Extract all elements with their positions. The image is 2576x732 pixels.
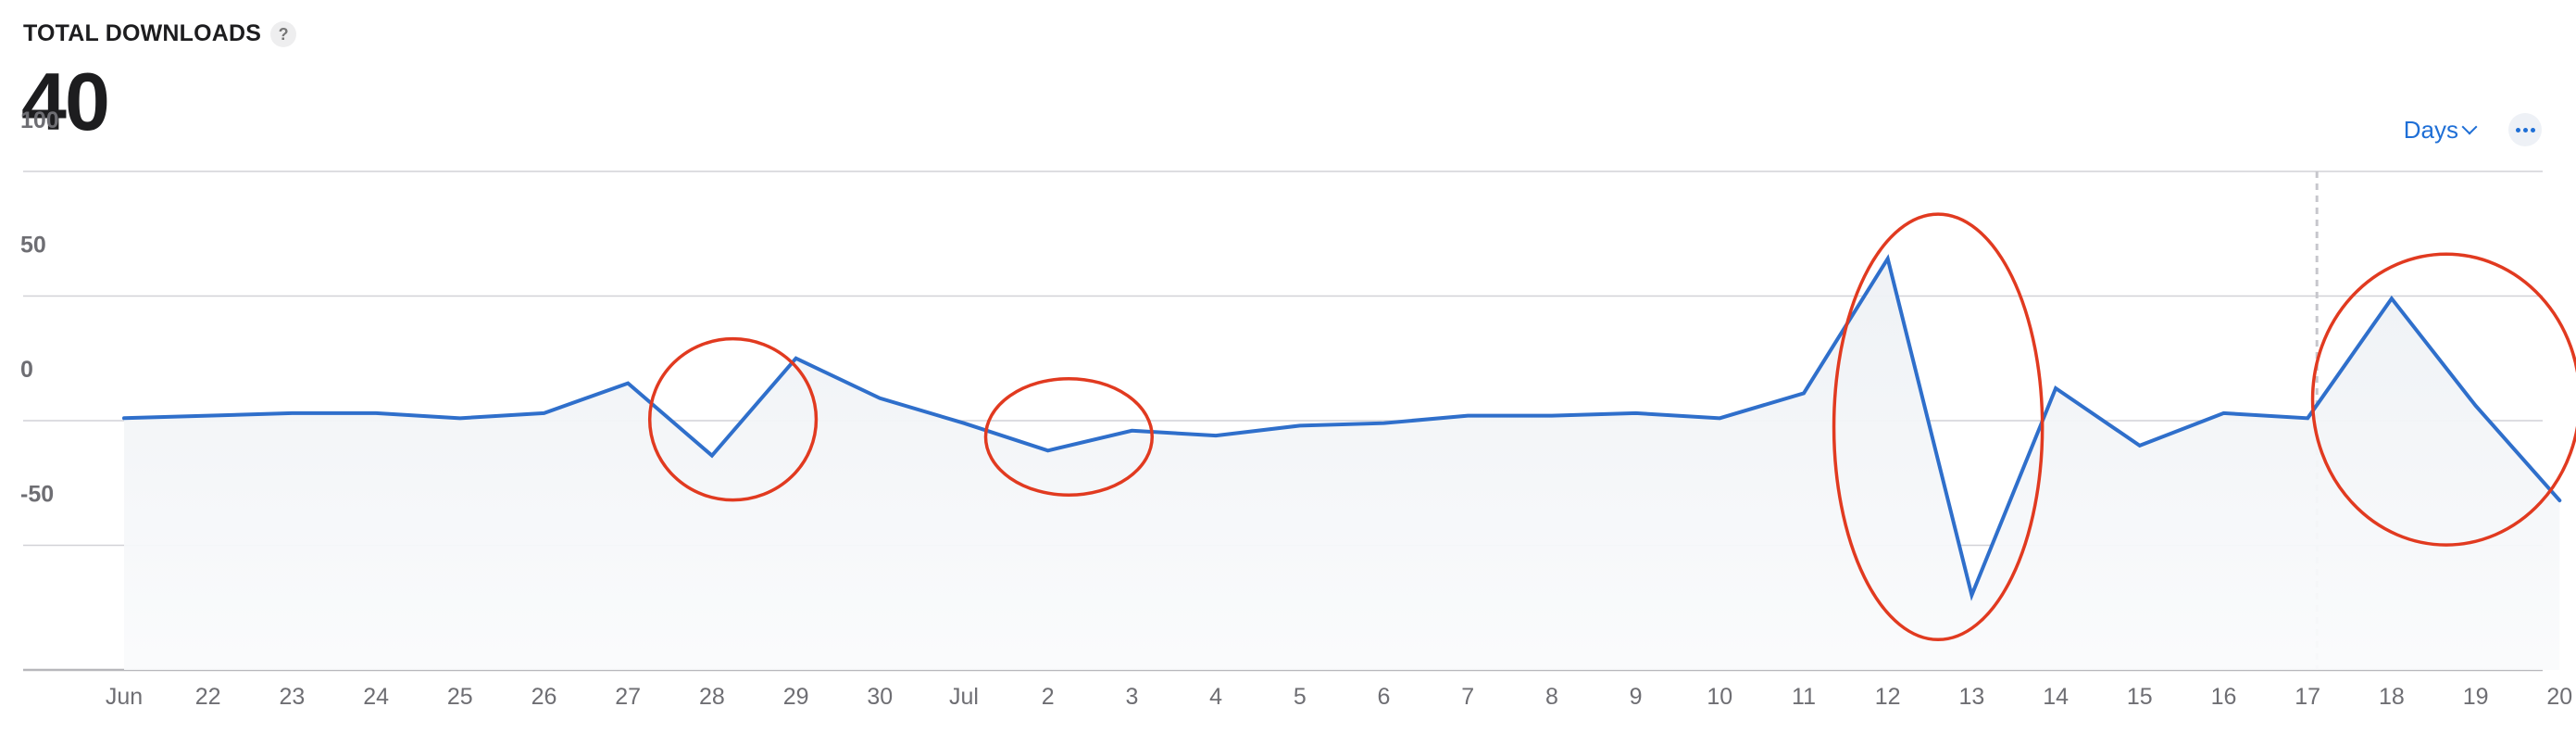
period-dropdown-button[interactable]: Days xyxy=(2403,115,2478,145)
more-dots-icon[interactable] xyxy=(2508,113,2542,146)
x-tick-label: 4 xyxy=(1209,684,1222,710)
x-tick-label: 23 xyxy=(279,684,305,710)
x-tick-label: 22 xyxy=(195,684,221,710)
x-tick-label: 13 xyxy=(1958,684,1984,710)
highlight-ellipse xyxy=(647,336,819,502)
x-tick-label: 14 xyxy=(2043,684,2069,710)
total-downloads-value: 40 xyxy=(21,56,110,147)
x-tick-label: 3 xyxy=(1125,684,1138,710)
chart-title: TOTAL DOWNLOADS xyxy=(23,20,262,46)
x-tick-label: 8 xyxy=(1545,684,1558,710)
x-tick-label: 25 xyxy=(447,684,473,710)
series-area xyxy=(124,259,2560,670)
question-mark-icon[interactable]: ? xyxy=(270,20,297,47)
x-tick-label: 2 xyxy=(1042,684,1055,710)
highlight-ellipse xyxy=(983,376,1155,498)
y-tick-label: 0 xyxy=(20,357,33,383)
y-tick-label: -50 xyxy=(20,482,54,508)
more-dot xyxy=(2515,127,2520,133)
x-tick-label: 7 xyxy=(1461,684,1474,710)
period-dropdown-label: Days xyxy=(2403,115,2458,144)
x-tick-label: 6 xyxy=(1378,684,1391,710)
x-tick-label: 26 xyxy=(531,684,557,710)
title-row: TOTAL DOWNLOADS ? xyxy=(23,20,2551,47)
y-tick-label: 50 xyxy=(20,233,46,259)
x-tick-label: 12 xyxy=(1875,684,1901,710)
more-dot xyxy=(2522,127,2528,133)
y-tick-label: 100 xyxy=(20,107,59,133)
x-tick-label: 9 xyxy=(1630,684,1643,710)
x-tick-label: 10 xyxy=(1707,684,1732,710)
downloads-series-line xyxy=(122,254,2562,601)
x-tick-label: 30 xyxy=(867,684,893,710)
x-tick-label: 5 xyxy=(1294,684,1307,710)
highlight-ellipse xyxy=(2310,252,2576,547)
x-tick-label: 17 xyxy=(2295,684,2320,710)
chart-controls: Days xyxy=(2404,113,2542,146)
x-tick-label: 19 xyxy=(2463,684,2489,710)
chart-header: TOTAL DOWNLOADS ? 40 Days xyxy=(21,20,2551,169)
x-tick-label: 20 xyxy=(2546,684,2572,710)
x-tick-label: 27 xyxy=(615,684,641,710)
x-tick-label: 24 xyxy=(363,684,389,710)
x-tick-label: Jun xyxy=(106,684,143,710)
highlight-ellipse xyxy=(1832,212,2045,642)
x-tick-label: 11 xyxy=(1792,684,1816,710)
x-tick-label: Jul xyxy=(949,684,979,710)
x-tick-label: 15 xyxy=(2127,684,2153,710)
more-dot xyxy=(2530,127,2535,133)
x-tick-label: 18 xyxy=(2379,684,2405,710)
x-tick-label: 16 xyxy=(2211,684,2237,710)
x-tick-label: 28 xyxy=(699,684,725,710)
x-tick-label: 29 xyxy=(783,684,809,710)
